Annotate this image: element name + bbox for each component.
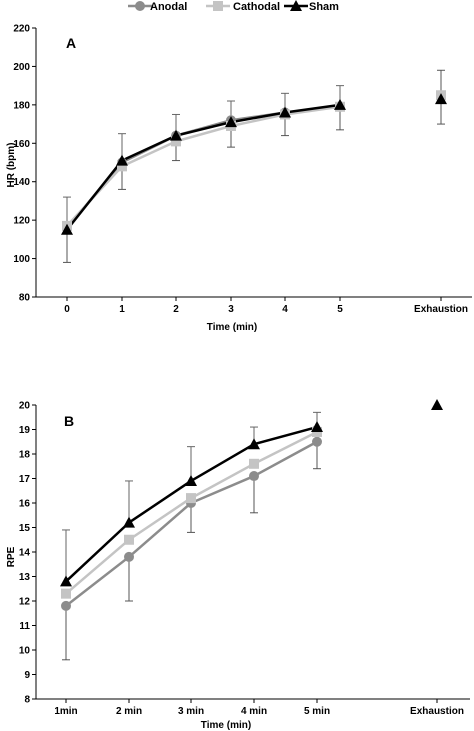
panel-b-sham-point-5-min [311,421,323,433]
panel-a-x-tick-label-5: 5 [337,304,343,315]
panel-b-sham-point-1min [60,575,72,587]
panel-a-y-tick-label: 140 [13,177,30,188]
panel-a-x-tick-label-3: 3 [228,304,234,315]
panel-b-anodal-point-1min [61,600,71,611]
panel-a-y-axis-title: HR (bpm) [6,143,17,188]
panel-a-y-tick-label: 200 [13,62,30,73]
legend-anodal-label: Anodal [150,1,187,13]
panel-b-anodal-point-2-min [124,551,134,562]
panel-a-anodal-line [66,105,341,229]
legend-sham-label: Sham [309,1,339,13]
panel-b-y-tick-label: 13 [19,572,31,583]
panel-b-y-tick-label: 19 [19,425,31,436]
panel-b-sham-point-exhaustion [431,399,443,410]
panel-b-y-axis-title: RPE [6,546,17,567]
panel-a-x-tick-label-0: 0 [64,304,70,315]
panel-b-x-tick-label-2-min: 2 min [116,706,142,717]
panel-a-sham-point-2 [170,129,182,141]
panel-b-sham-point-2-min [123,516,135,528]
panel-b-x-tick-label-1min: 1min [54,706,77,717]
legend: Anodal Cathodal Sham [128,0,339,13]
panel-a-y-tick-label: 180 [13,100,30,111]
panel-b-cathodal-point-2-min [124,534,134,545]
panel-a-y-tick-label: 220 [13,24,30,35]
panel-a-y-tick-label: 120 [13,216,30,227]
legend-sham-marker [290,0,302,11]
panel-a-label: A [66,35,76,51]
legend-cathodal-marker [213,1,223,11]
panel-a-cathodal-line [66,105,341,227]
panel-a-sham-point-1 [116,154,128,166]
panel-b-x-tick-label-exhaustion: Exhaustion [410,706,464,717]
panel-a-x-tick-label-4: 4 [282,304,288,315]
panel-a-sham-line [66,103,341,231]
panel-b-y-tick-label: 17 [19,474,31,485]
panel-b-x-tick-label-5-min: 5 min [304,706,330,717]
panel-b-y-tick-label: 16 [19,499,31,510]
panel-a-y-tick-label: 160 [13,139,30,150]
panel-b-sham-point-4-min [248,438,260,450]
panel-a-x-tick-label-2: 2 [173,304,179,315]
panel-b-sham-point-3-min [185,474,197,486]
panel-b-x-tick-label-3-min: 3 min [178,706,204,717]
panel-a-y-tick-label: 100 [13,254,30,265]
panel-b-y-tick-label: 9 [24,670,30,681]
panel-b-y-tick-label: 18 [19,450,31,461]
panel-b-y-tick-label: 11 [19,621,30,632]
panel-b-y-tick-label: 12 [19,597,31,608]
panel-b-x-axis-title: Time (min) [201,720,251,731]
panel-b-y-tick-label: 15 [19,523,31,534]
panel-a-sham-point-5 [334,98,346,110]
panel-b-y-tick-label: 10 [19,646,31,657]
panel-a-sham-point-3 [225,116,237,128]
panel-a-x-axis-title: Time (min) [207,322,257,333]
panel-a-cathodal-point-1 [117,161,127,172]
panel-b-rpe-chart: B RPE Time (min) 8 9 10 11 12 13 14 15 16 17 18 19 2… [6,399,470,731]
panel-b-y-tick-label: 14 [19,548,31,559]
panel-a-sham-point-0 [61,223,73,235]
panel-b-label: B [64,413,74,429]
panel-b-cathodal-point-1min [61,588,71,599]
panel-b-x-tick-label-4-min: 4 min [241,706,267,717]
legend-cathodal-label: Cathodal [233,1,280,13]
panel-a-x-tick-label-1: 1 [119,304,125,315]
panel-b-anodal-point-4-min [249,471,259,482]
panel-a-sham-point-exhaustion [435,93,447,105]
panel-b-anodal-point-5-min [312,436,322,447]
panel-a-heart-rate-chart: A HR (bpm) Time (min) 801001201401601802… [6,24,472,333]
panel-b-cathodal-point-3-min [186,493,196,504]
panel-a-y-tick-label: 80 [19,293,31,304]
legend-anodal-marker [135,1,145,11]
panel-a-x-tick-label-exhaustion: Exhaustion [414,304,468,315]
panel-a-sham-point-4 [279,106,291,118]
panel-b-cathodal-point-4-min [249,458,259,469]
panel-b-y-tick-label: 8 [24,695,30,706]
panel-b-y-tick-label: 20 [19,401,31,412]
panel-a-cathodal-point-2 [171,136,181,147]
